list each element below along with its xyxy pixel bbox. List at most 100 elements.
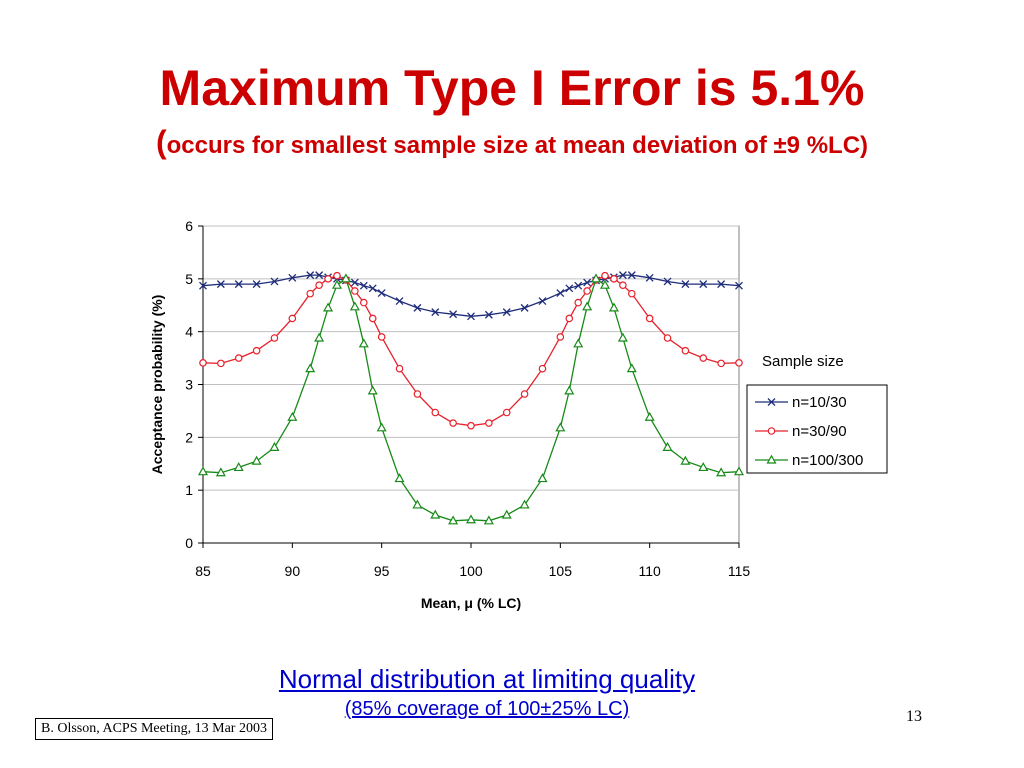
x-tick-label: 100 xyxy=(459,563,483,579)
data-point xyxy=(430,509,441,519)
data-point xyxy=(351,287,359,295)
data-point xyxy=(662,441,673,451)
data-point xyxy=(252,280,261,289)
data-point xyxy=(349,301,360,311)
x-tick-label: 90 xyxy=(285,563,301,579)
data-point xyxy=(565,314,574,323)
data-point xyxy=(359,298,368,307)
data-point xyxy=(556,333,565,341)
page-number: 13 xyxy=(906,708,922,725)
legend-label: n=100/300 xyxy=(792,452,863,469)
data-point xyxy=(199,359,207,367)
data-point xyxy=(305,363,316,373)
data-point xyxy=(367,385,378,395)
data-point xyxy=(412,499,423,509)
data-point xyxy=(358,338,369,348)
x-tick-label: 105 xyxy=(549,563,573,579)
y-tick-label: 2 xyxy=(185,429,193,445)
legend-item-2: n=30/90 xyxy=(755,423,847,440)
x-tick-label: 85 xyxy=(195,563,211,579)
data-point xyxy=(555,422,566,432)
data-point xyxy=(699,354,708,362)
data-point xyxy=(324,275,332,283)
data-point xyxy=(583,287,591,295)
data-point xyxy=(717,359,725,368)
data-point xyxy=(395,297,404,305)
data-point xyxy=(645,314,654,323)
citation-box: B. Olsson, ACPS Meeting, 13 Mar 2003 xyxy=(35,718,273,740)
legend-item-1: n=10/30 xyxy=(755,394,847,411)
data-point xyxy=(376,422,387,432)
data-point xyxy=(394,473,405,483)
data-point xyxy=(733,466,745,476)
data-point xyxy=(251,455,262,465)
data-point xyxy=(350,278,359,287)
data-point xyxy=(698,462,709,472)
data-point xyxy=(484,310,493,319)
data-point xyxy=(216,280,225,289)
data-point xyxy=(681,346,690,355)
legend-title: Sample size xyxy=(762,353,844,370)
series-1 xyxy=(199,271,743,321)
data-point xyxy=(644,411,655,421)
data-point xyxy=(617,332,628,342)
legend-label: n=30/90 xyxy=(792,423,847,440)
legend-marker xyxy=(767,398,776,406)
data-point xyxy=(680,455,691,465)
data-point xyxy=(501,509,512,519)
data-point xyxy=(467,421,475,430)
data-point xyxy=(627,289,636,298)
data-point xyxy=(413,390,422,398)
data-point xyxy=(199,281,207,290)
data-point xyxy=(556,289,565,298)
data-point xyxy=(333,271,341,280)
data-point xyxy=(306,271,315,280)
data-point xyxy=(448,515,459,525)
data-point xyxy=(520,390,529,398)
data-point xyxy=(270,334,279,342)
data-point xyxy=(538,364,547,373)
data-point xyxy=(233,462,244,472)
data-point xyxy=(197,466,209,476)
data-point xyxy=(234,280,243,289)
data-point xyxy=(699,280,708,289)
data-point xyxy=(252,346,261,355)
data-point xyxy=(483,515,494,525)
data-point xyxy=(716,467,727,477)
y-tick-label: 6 xyxy=(185,218,193,234)
data-point xyxy=(270,277,279,286)
data-point xyxy=(340,273,351,283)
data-point xyxy=(269,441,280,451)
data-point xyxy=(234,354,243,362)
data-point xyxy=(467,312,475,321)
data-point xyxy=(619,281,627,289)
y-tick-label: 3 xyxy=(185,377,193,393)
data-point xyxy=(519,499,530,509)
y-tick-label: 0 xyxy=(185,535,193,551)
data-point xyxy=(735,281,743,290)
legend-label: n=10/30 xyxy=(792,394,847,411)
data-point xyxy=(538,297,547,305)
data-point xyxy=(582,301,593,311)
legend-marker xyxy=(766,454,777,464)
data-point xyxy=(565,284,574,293)
data-point xyxy=(314,332,325,342)
data-point xyxy=(735,359,743,367)
data-point xyxy=(431,308,440,317)
data-point xyxy=(537,473,548,483)
data-point xyxy=(626,363,637,373)
data-point xyxy=(288,273,297,282)
x-tick-label: 95 xyxy=(374,563,390,579)
data-point xyxy=(288,314,297,323)
data-point xyxy=(465,514,477,524)
data-point xyxy=(601,271,609,280)
data-point xyxy=(315,281,323,289)
data-point xyxy=(574,298,583,307)
data-point xyxy=(413,303,422,312)
data-point xyxy=(610,275,618,283)
note-line-2: (85% coverage of 100±25% LC) xyxy=(344,698,630,720)
x-tick-label: 115 xyxy=(728,563,751,579)
legend-marker xyxy=(767,427,776,435)
data-point xyxy=(431,408,440,417)
